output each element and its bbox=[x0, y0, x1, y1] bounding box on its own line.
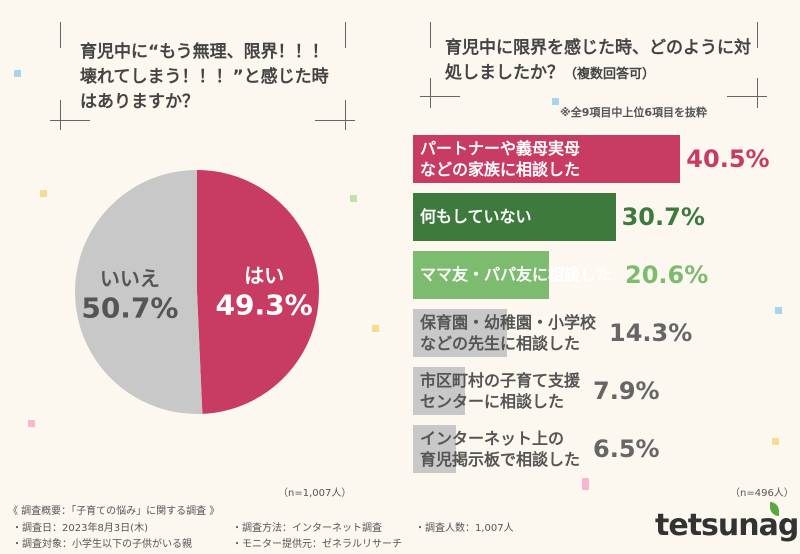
footer-item: ・モニター提供元：ゼネラルリサーチ bbox=[232, 539, 402, 550]
bar-value: 6.5% bbox=[593, 435, 660, 463]
decor-square bbox=[350, 195, 357, 202]
pie-slice bbox=[197, 170, 319, 414]
left-question: 育児中に“もう無理、限界！！！壊れてしまう！！！”と感じた時はありますか？ bbox=[80, 42, 329, 112]
bar-value: 30.7% bbox=[621, 203, 705, 231]
footer-item: ・調査人数：1,007人 bbox=[415, 523, 514, 534]
bar bbox=[413, 425, 456, 473]
right-n: （n=496人） bbox=[730, 488, 794, 499]
bar-label: パートナーや義母実母 などの家族に相談した bbox=[420, 139, 581, 179]
right-question: 育児中に限界を感じた時、どのように対処しましたか？（複数回答可） bbox=[445, 36, 755, 87]
footer-item: ・調査対象：小学生以下の子供がいる親 bbox=[12, 539, 192, 550]
bar-label: インターネット上の 育児掲示板で相談した bbox=[420, 429, 581, 469]
bar-value: 14.3% bbox=[609, 319, 693, 347]
pie-slice bbox=[74, 170, 203, 414]
pie-label: はい bbox=[244, 264, 284, 288]
bar bbox=[413, 367, 466, 415]
decor-square bbox=[40, 190, 47, 197]
footer-item: ・調査日：2023年8月3日(木) bbox=[12, 523, 148, 534]
question-note: （複数回答可） bbox=[564, 67, 656, 82]
decor-square bbox=[582, 478, 589, 490]
decor-square bbox=[552, 98, 559, 105]
bar-value: 40.5% bbox=[686, 145, 770, 173]
question-text: 育児中に限界を感じた時、どのように対処しましたか？ bbox=[445, 38, 751, 83]
pie-value: 50.7% bbox=[81, 291, 178, 324]
bar-label: 市区町村の子育て支援 センターに相談した bbox=[420, 371, 581, 411]
footer-item: ・調査方法：インターネット調査 bbox=[232, 523, 382, 534]
leaf-icon bbox=[770, 502, 779, 516]
bar bbox=[413, 309, 508, 357]
bar-label: ママ友・パパ友に相談した bbox=[420, 265, 613, 284]
bar-value: 7.9% bbox=[593, 377, 660, 405]
bar bbox=[413, 135, 681, 183]
decor-square bbox=[28, 420, 35, 427]
bar bbox=[413, 251, 549, 299]
pie-value: 49.3% bbox=[216, 289, 313, 322]
bar-label: 保育園・幼稚園・小学校 などの先生に相談した bbox=[420, 313, 597, 353]
subnote: ※全9項目中上位6項目を抜粋 bbox=[560, 106, 708, 119]
bar-value: 20.6% bbox=[625, 261, 709, 289]
decor-square bbox=[372, 325, 379, 332]
left-n: （n=1,007人） bbox=[278, 488, 352, 499]
decor-square bbox=[772, 438, 779, 445]
footer-title: 《 調査概要：「子育ての悩み」に関する調査 》 bbox=[8, 506, 220, 517]
pie-label: いいえ bbox=[100, 266, 160, 290]
bar-label: 何もしていない bbox=[420, 207, 532, 226]
bar bbox=[413, 193, 616, 241]
decor-square bbox=[775, 307, 782, 314]
decor-square bbox=[14, 70, 21, 77]
